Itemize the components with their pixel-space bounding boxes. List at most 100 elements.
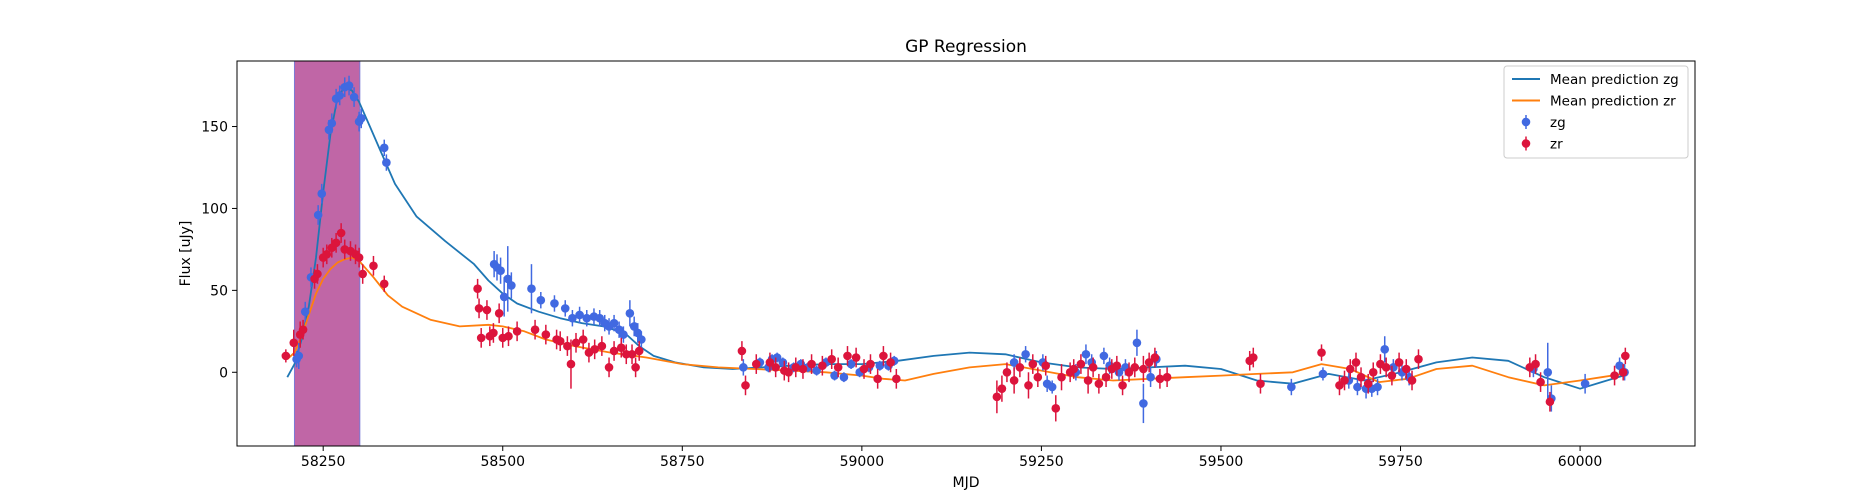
data-point-zg — [496, 266, 505, 276]
data-point-zg — [507, 281, 516, 290]
data-point-zg — [349, 92, 359, 102]
data-point-zr — [992, 392, 1002, 402]
data-point-zg — [1318, 369, 1328, 379]
data-point-zg — [382, 158, 391, 167]
data-point-zg — [1139, 399, 1148, 408]
data-point-zr — [1394, 358, 1404, 367]
data-point-zg — [1081, 349, 1091, 359]
data-point-zr — [765, 358, 775, 367]
data-point-zr — [827, 354, 836, 364]
data-point-zr — [609, 346, 619, 356]
data-point-zr — [336, 228, 346, 238]
x-tick-label: 58250 — [301, 454, 346, 470]
data-point-zr — [369, 261, 378, 271]
data-point-zr — [851, 353, 861, 362]
data-point-zr — [1368, 367, 1378, 377]
data-point-zg — [356, 114, 366, 123]
data-point-zg — [1021, 349, 1030, 359]
data-point-zg — [875, 361, 885, 371]
x-tick-label: 59000 — [840, 454, 885, 470]
data-point-zg — [609, 318, 619, 328]
data-point-zr — [1083, 376, 1093, 385]
data-point-zr — [879, 351, 888, 361]
data-point-zr — [1015, 363, 1025, 372]
data-point-zr — [590, 345, 599, 354]
data-point-zg — [313, 210, 323, 220]
series-layer — [281, 75, 1630, 424]
data-point-zr — [1155, 374, 1165, 384]
series-line-zg — [286, 86, 1624, 390]
data-point-zr — [1130, 363, 1140, 372]
data-point-zr — [1618, 367, 1628, 377]
data-point-zg — [536, 295, 546, 305]
data-point-zr — [571, 338, 581, 348]
y-axis-label: Flux [uJy] — [178, 221, 194, 287]
data-point-zg — [560, 304, 570, 313]
data-point-zg — [778, 358, 788, 367]
data-point-zg — [582, 313, 592, 323]
data-point-zg — [575, 310, 584, 320]
data-point-zr — [1351, 358, 1361, 367]
data-point-zg — [568, 313, 577, 323]
data-point-zr — [1387, 371, 1397, 380]
data-point-zg — [317, 189, 327, 199]
data-point-zr — [843, 351, 852, 361]
data-point-zr — [1248, 353, 1258, 362]
data-point-zg — [846, 359, 856, 369]
legend: Mean prediction zg Mean prediction zr zg zr — [1503, 65, 1689, 159]
data-point-zr — [1139, 364, 1148, 374]
legend-entry-label: Mean prediction zr — [1550, 94, 1676, 110]
data-point-zr — [1118, 381, 1127, 390]
data-point-zr — [1162, 372, 1172, 382]
data-point-zg — [1580, 379, 1590, 389]
data-point-zg — [344, 81, 354, 90]
data-point-zr — [1150, 353, 1160, 362]
data-point-zr — [563, 341, 572, 351]
y-tick-label: 50 — [210, 283, 228, 299]
data-point-zr — [281, 351, 291, 361]
legend-swatch-marker — [1521, 117, 1531, 127]
data-point-zr — [489, 328, 498, 338]
data-point-zg — [637, 335, 646, 344]
legend-box — [1503, 65, 1689, 159]
data-point-zr — [289, 338, 299, 348]
data-point-zg — [830, 371, 839, 380]
data-point-zr — [1069, 364, 1079, 374]
y-tick-label: 100 — [201, 201, 228, 217]
data-point-zr — [1112, 361, 1122, 371]
data-point-zr — [1124, 367, 1134, 377]
data-point-zr — [1340, 376, 1349, 385]
data-point-zr — [1024, 381, 1033, 390]
data-point-zr — [1401, 364, 1411, 374]
data-point-zr — [476, 333, 486, 343]
data-point-zr — [1088, 363, 1098, 372]
data-point-zg — [550, 299, 559, 308]
data-point-zg — [1132, 338, 1142, 348]
data-point-zr — [807, 359, 816, 369]
data-point-zr — [530, 325, 540, 334]
data-point-zg — [739, 363, 748, 372]
data-point-zr — [1545, 397, 1555, 407]
data-point-zr — [1407, 376, 1417, 385]
x-tick-label: 59500 — [1199, 454, 1244, 470]
data-point-zr — [892, 374, 901, 384]
data-point-zr — [504, 331, 513, 341]
data-point-zr — [634, 346, 644, 356]
data-point-zr — [1256, 379, 1265, 389]
data-point-zr — [616, 343, 626, 353]
data-point-zr — [791, 363, 801, 372]
data-point-zg — [1373, 382, 1382, 392]
data-point-zg — [335, 91, 345, 100]
data-point-zr — [1381, 363, 1391, 372]
data-point-zr — [494, 308, 504, 318]
data-point-zr — [886, 358, 895, 367]
plot-area-frame — [236, 60, 1696, 447]
x-axis-label: MJD — [953, 475, 980, 491]
data-point-zg — [294, 351, 304, 361]
data-point-zr — [354, 253, 364, 262]
axes-layer: 58250 58500 58750 59000 59250 59500 59750 60000… — [201, 120, 1602, 470]
data-point-zg — [1146, 372, 1155, 382]
data-point-zr — [1033, 372, 1043, 382]
